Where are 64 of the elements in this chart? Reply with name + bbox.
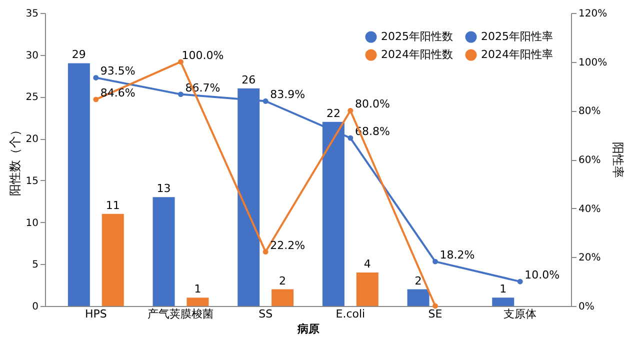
bar — [152, 197, 175, 306]
data-label: 4 — [364, 258, 371, 271]
point — [432, 258, 438, 264]
point — [348, 108, 354, 114]
bar — [186, 298, 209, 306]
x-tick-label: SS — [258, 308, 273, 320]
y-tick-label: 0 — [32, 302, 38, 312]
data-label: 93.5% — [100, 64, 136, 78]
x-tick-label: 支原体 — [504, 308, 537, 320]
y-tick-label: 20 — [26, 134, 38, 146]
data-label: 11 — [106, 198, 120, 212]
data-label: 18.2% — [440, 248, 475, 262]
bar — [68, 63, 90, 306]
x-tick-label: SE — [428, 308, 442, 320]
data-label: 100.0% — [182, 48, 224, 62]
data-label: 1 — [194, 282, 202, 296]
point — [178, 92, 184, 98]
data-label: 2 — [279, 274, 286, 288]
data-label: 29 — [72, 48, 86, 62]
y2-tick-label: 20% — [578, 252, 601, 264]
y-tick-label: 10 — [26, 218, 38, 229]
point — [93, 96, 99, 102]
point — [93, 74, 99, 80]
point — [517, 278, 523, 284]
legend-label: 2025年阳性数 — [381, 30, 453, 43]
legend-label: 2024年阳性数 — [381, 48, 453, 61]
y2-tick-label: 0% — [578, 302, 594, 312]
data-label: 22.2% — [270, 238, 306, 252]
x-tick-label: 产气荚膜梭菌 — [148, 308, 214, 320]
y2-tick-label: 60% — [578, 155, 601, 166]
point — [178, 59, 184, 65]
x-axis-title: 病原 — [296, 322, 320, 336]
y2-axis-title: 阳性率 — [611, 142, 626, 178]
y2-tick-label: 80% — [578, 106, 601, 118]
data-label: 10.0% — [524, 268, 560, 282]
y2-tick-label: 100% — [578, 57, 608, 68]
y-tick-label: 15 — [26, 176, 38, 187]
point — [348, 135, 354, 141]
x-tick-label: HPS — [84, 308, 107, 320]
legend-label: 2024年阳性率 — [481, 48, 553, 61]
data-label: 2 — [414, 274, 422, 288]
bar — [407, 289, 430, 306]
y2-tick-label: 120% — [578, 8, 608, 20]
point — [432, 303, 438, 309]
bar — [492, 298, 514, 306]
y-tick-label: 5 — [32, 260, 38, 271]
y-tick-label: 30 — [26, 50, 38, 62]
x-tick-label: E.coli — [336, 308, 366, 320]
data-label: 83.9% — [270, 88, 306, 102]
y-axis-title: 阳性数（个） — [8, 124, 22, 196]
point — [262, 249, 268, 255]
data-label: 80.0% — [354, 98, 390, 111]
y2-tick-label: 40% — [578, 204, 601, 215]
data-label: 1 — [500, 282, 507, 296]
bar — [356, 272, 378, 306]
data-label: 26 — [242, 73, 256, 86]
point — [262, 98, 268, 104]
y-tick-label: 25 — [26, 92, 38, 104]
legend-label: 2025年阳性率 — [481, 30, 553, 43]
data-label: 13 — [156, 182, 171, 196]
bar — [272, 289, 294, 306]
data-label: 22 — [326, 106, 340, 120]
y-tick-label: 35 — [26, 8, 38, 20]
bar — [102, 214, 124, 306]
